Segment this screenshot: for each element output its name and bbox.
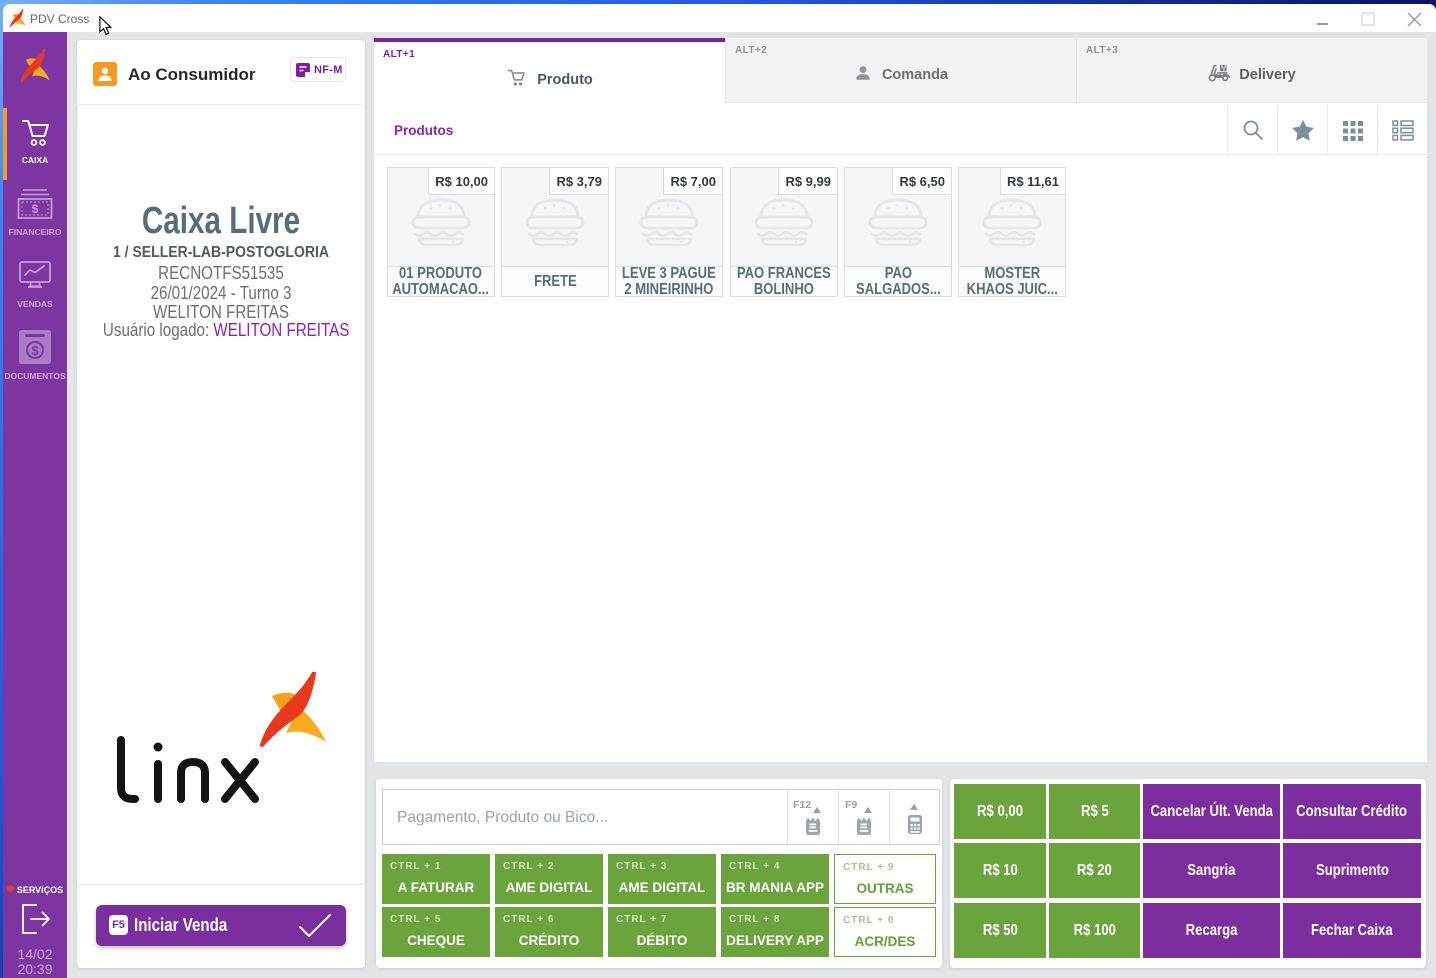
svg-text:$: $	[32, 202, 39, 216]
svg-text:$: $	[31, 343, 39, 358]
